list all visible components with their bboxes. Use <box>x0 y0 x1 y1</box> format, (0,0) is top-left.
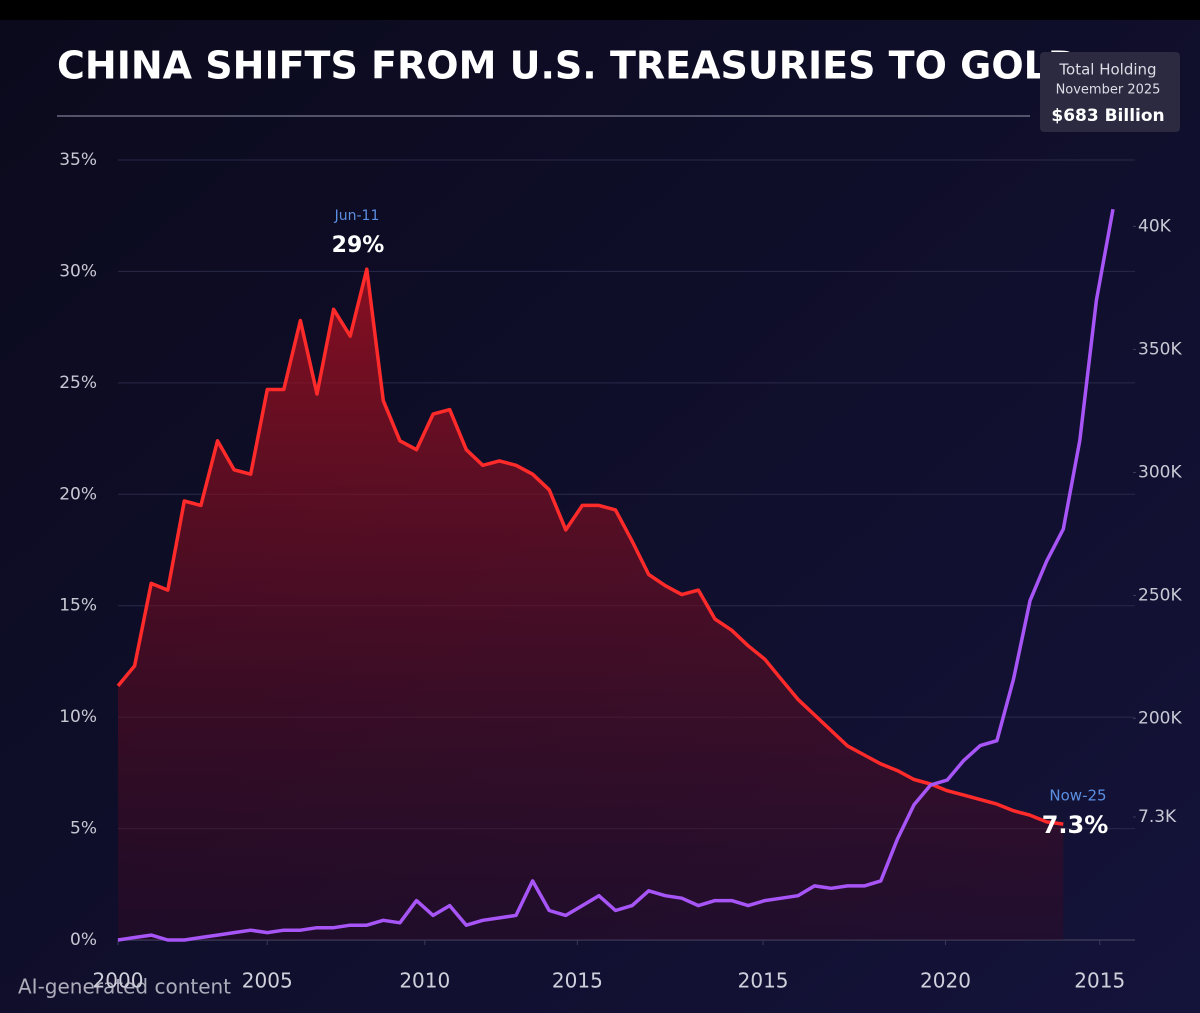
area <box>118 269 1064 940</box>
x-tick-label: 2015 <box>738 969 789 993</box>
watermark: AI-generated content <box>18 975 231 999</box>
x-tick-label: 2005 <box>242 969 293 993</box>
y2-tick-label: 40K <box>1138 216 1172 236</box>
chart-title: CHINA SHIFTS FROM U.S. TREASURIES TO GOL… <box>57 44 1079 88</box>
y-tick-label: 20% <box>59 484 97 504</box>
top-bar <box>0 0 1200 20</box>
y-tick-label: 5% <box>70 819 97 839</box>
y-tick-label: 15% <box>59 596 97 616</box>
info-date: November 2025 <box>1056 83 1161 98</box>
plot-area: 0% 5% 10% 15% 20% 25% 30% 35% 7.3K 200K 250K 300K 35… <box>59 150 1182 993</box>
line <box>116 267 1064 826</box>
x-tick-label: 2020 <box>920 969 971 993</box>
annotation: Now-25 <box>1049 787 1106 805</box>
x-tick-label: 2015 <box>552 969 603 993</box>
annotation: 7.3% <box>1042 811 1109 839</box>
y-tick-label: 0% <box>70 930 97 950</box>
info-label: Total Holding <box>1058 61 1156 79</box>
y2-tick-label: 200K <box>1138 709 1182 729</box>
x-tick-label: 2015 <box>1074 969 1125 993</box>
y2-tick-label: 7.3K <box>1138 807 1177 827</box>
y2-tick-label: 350K <box>1138 339 1182 359</box>
annotation: Jun-11 <box>334 208 380 224</box>
line <box>117 208 1115 942</box>
info-box <box>1040 52 1180 132</box>
y-tick-label: 30% <box>59 261 97 281</box>
y2-tick-label: 300K <box>1138 462 1182 482</box>
y-tick-label: 35% <box>59 150 97 170</box>
x-tick-label: 2010 <box>399 969 450 993</box>
y-tick-label: 10% <box>59 707 97 727</box>
y-tick-label: 25% <box>59 373 97 393</box>
annotation: 29% <box>332 233 385 258</box>
y2-tick-label: 250K <box>1138 586 1182 606</box>
x-tick-label: 2000 <box>93 969 144 993</box>
info-value: $683 Billion <box>1051 106 1164 126</box>
